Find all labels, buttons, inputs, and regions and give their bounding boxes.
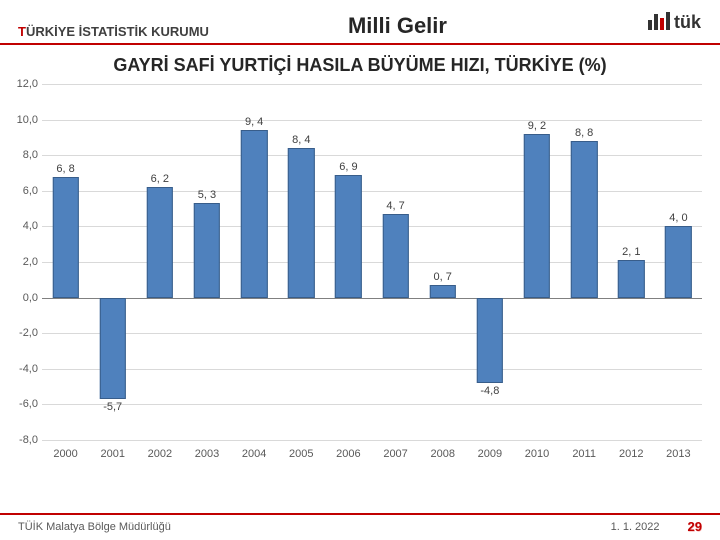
footer: TÜİK Malatya Bölge Müdürlüğü 1. 1. 2022 … — [0, 513, 720, 540]
y-tick-label: 0,0 — [23, 292, 38, 304]
page-number: 29 — [688, 519, 702, 534]
footer-right: 1. 1. 2022 29 — [611, 519, 702, 534]
y-tick-label: 4,0 — [23, 220, 38, 232]
x-tick-label: 2002 — [148, 448, 172, 460]
x-tick-label: 2009 — [478, 448, 502, 460]
header: TÜRKİYE İSTATİSTİK KURUMU Milli Gelir tü… — [0, 0, 720, 45]
bar — [147, 187, 173, 297]
bar-slot: 4, 7 — [372, 80, 419, 440]
bar-value-label: 9, 4 — [245, 116, 263, 128]
x-tick-label: 2013 — [666, 448, 690, 460]
bar-slot: 9, 2 — [513, 80, 560, 440]
bar — [618, 260, 644, 297]
y-tick-label: 12,0 — [17, 78, 38, 90]
bar — [665, 226, 691, 297]
bar — [524, 134, 550, 298]
bar-slot: -4,8 — [466, 80, 513, 440]
bar-value-label: 6, 9 — [339, 161, 357, 173]
logo-wrap: tük — [646, 8, 702, 39]
x-tick-label: 2007 — [383, 448, 407, 460]
bar-slot: 0, 7 — [419, 80, 466, 440]
chart-title: GAYRİ SAFİ YURTİÇİ HASILA BÜYÜME HIZI, T… — [113, 55, 606, 75]
x-tick-label: 2001 — [100, 448, 124, 460]
footer-left: TÜİK Malatya Bölge Müdürlüğü — [18, 521, 171, 533]
bar-slot: 8, 4 — [278, 80, 325, 440]
org-first-letter: T — [18, 24, 26, 39]
bar — [335, 175, 361, 298]
bar-slot: 4, 0 — [655, 80, 702, 440]
bar-value-label: 9, 2 — [528, 120, 546, 132]
bar-value-label: 4, 7 — [386, 200, 404, 212]
bar — [194, 203, 220, 297]
x-tick-label: 2008 — [430, 448, 454, 460]
x-tick-label: 2003 — [195, 448, 219, 460]
x-tick-label: 2005 — [289, 448, 313, 460]
bar-value-label: 4, 0 — [669, 212, 687, 224]
x-tick-label: 2011 — [572, 448, 596, 460]
y-tick-label: -2,0 — [19, 327, 38, 339]
y-tick-label: 6,0 — [23, 185, 38, 197]
bar — [477, 298, 503, 383]
bar-chart: -8,0 -6,0 -4,0 -2,0 0,0 2,0 4,0 6,0 8,0 10,0 12,0 6… — [10, 80, 710, 480]
bar — [100, 298, 126, 399]
bar — [430, 285, 456, 297]
x-tick-label: 2006 — [336, 448, 360, 460]
bar — [241, 130, 267, 297]
y-tick-label: 10,0 — [17, 114, 38, 126]
bar — [52, 177, 78, 298]
bar-value-label: 8, 4 — [292, 134, 310, 146]
y-tick-label: -8,0 — [19, 434, 38, 446]
gridline — [42, 440, 702, 441]
bar-value-label: 6, 8 — [56, 163, 74, 175]
bar — [382, 214, 408, 298]
x-tick-label: 2000 — [53, 448, 77, 460]
bar-value-label: 2, 1 — [622, 246, 640, 258]
tuik-logo-icon: tük — [646, 8, 702, 39]
bar-slot: 5, 3 — [183, 80, 230, 440]
bar-slot: 6, 2 — [136, 80, 183, 440]
slide-section-title: Milli Gelir — [209, 13, 646, 39]
bar-value-label: -5,7 — [103, 401, 122, 413]
org-name: TÜRKİYE İSTATİSTİK KURUMU — [18, 24, 209, 39]
x-tick-label: 2004 — [242, 448, 266, 460]
org-rest: ÜRKİYE İSTATİSTİK KURUMU — [26, 24, 209, 39]
bar-value-label: 0, 7 — [434, 271, 452, 283]
bar-value-label: 5, 3 — [198, 189, 216, 201]
bar-slot: 8, 8 — [561, 80, 608, 440]
chart-title-row: GAYRİ SAFİ YURTİÇİ HASILA BÜYÜME HIZI, T… — [0, 45, 720, 80]
y-tick-label: 8,0 — [23, 149, 38, 161]
bar-slot: 6, 8 — [42, 80, 89, 440]
x-tick-label: 2010 — [525, 448, 549, 460]
bar-slot: 2, 1 — [608, 80, 655, 440]
svg-text:tük: tük — [674, 12, 702, 32]
slide: TÜRKİYE İSTATİSTİK KURUMU Milli Gelir tü… — [0, 0, 720, 540]
footer-date: 1. 1. 2022 — [611, 521, 660, 533]
bar — [288, 148, 314, 298]
bar-slot: -5,7 — [89, 80, 136, 440]
y-tick-label: 2,0 — [23, 256, 38, 268]
bar-value-label: -4,8 — [480, 385, 499, 397]
bar-value-label: 8, 8 — [575, 127, 593, 139]
x-tick-label: 2012 — [619, 448, 643, 460]
bar-slot: 6, 9 — [325, 80, 372, 440]
y-tick-label: -4,0 — [19, 363, 38, 375]
bar-slot: 9, 4 — [231, 80, 278, 440]
bar — [571, 141, 597, 298]
y-tick-label: -6,0 — [19, 398, 38, 410]
bar-value-label: 6, 2 — [151, 173, 169, 185]
